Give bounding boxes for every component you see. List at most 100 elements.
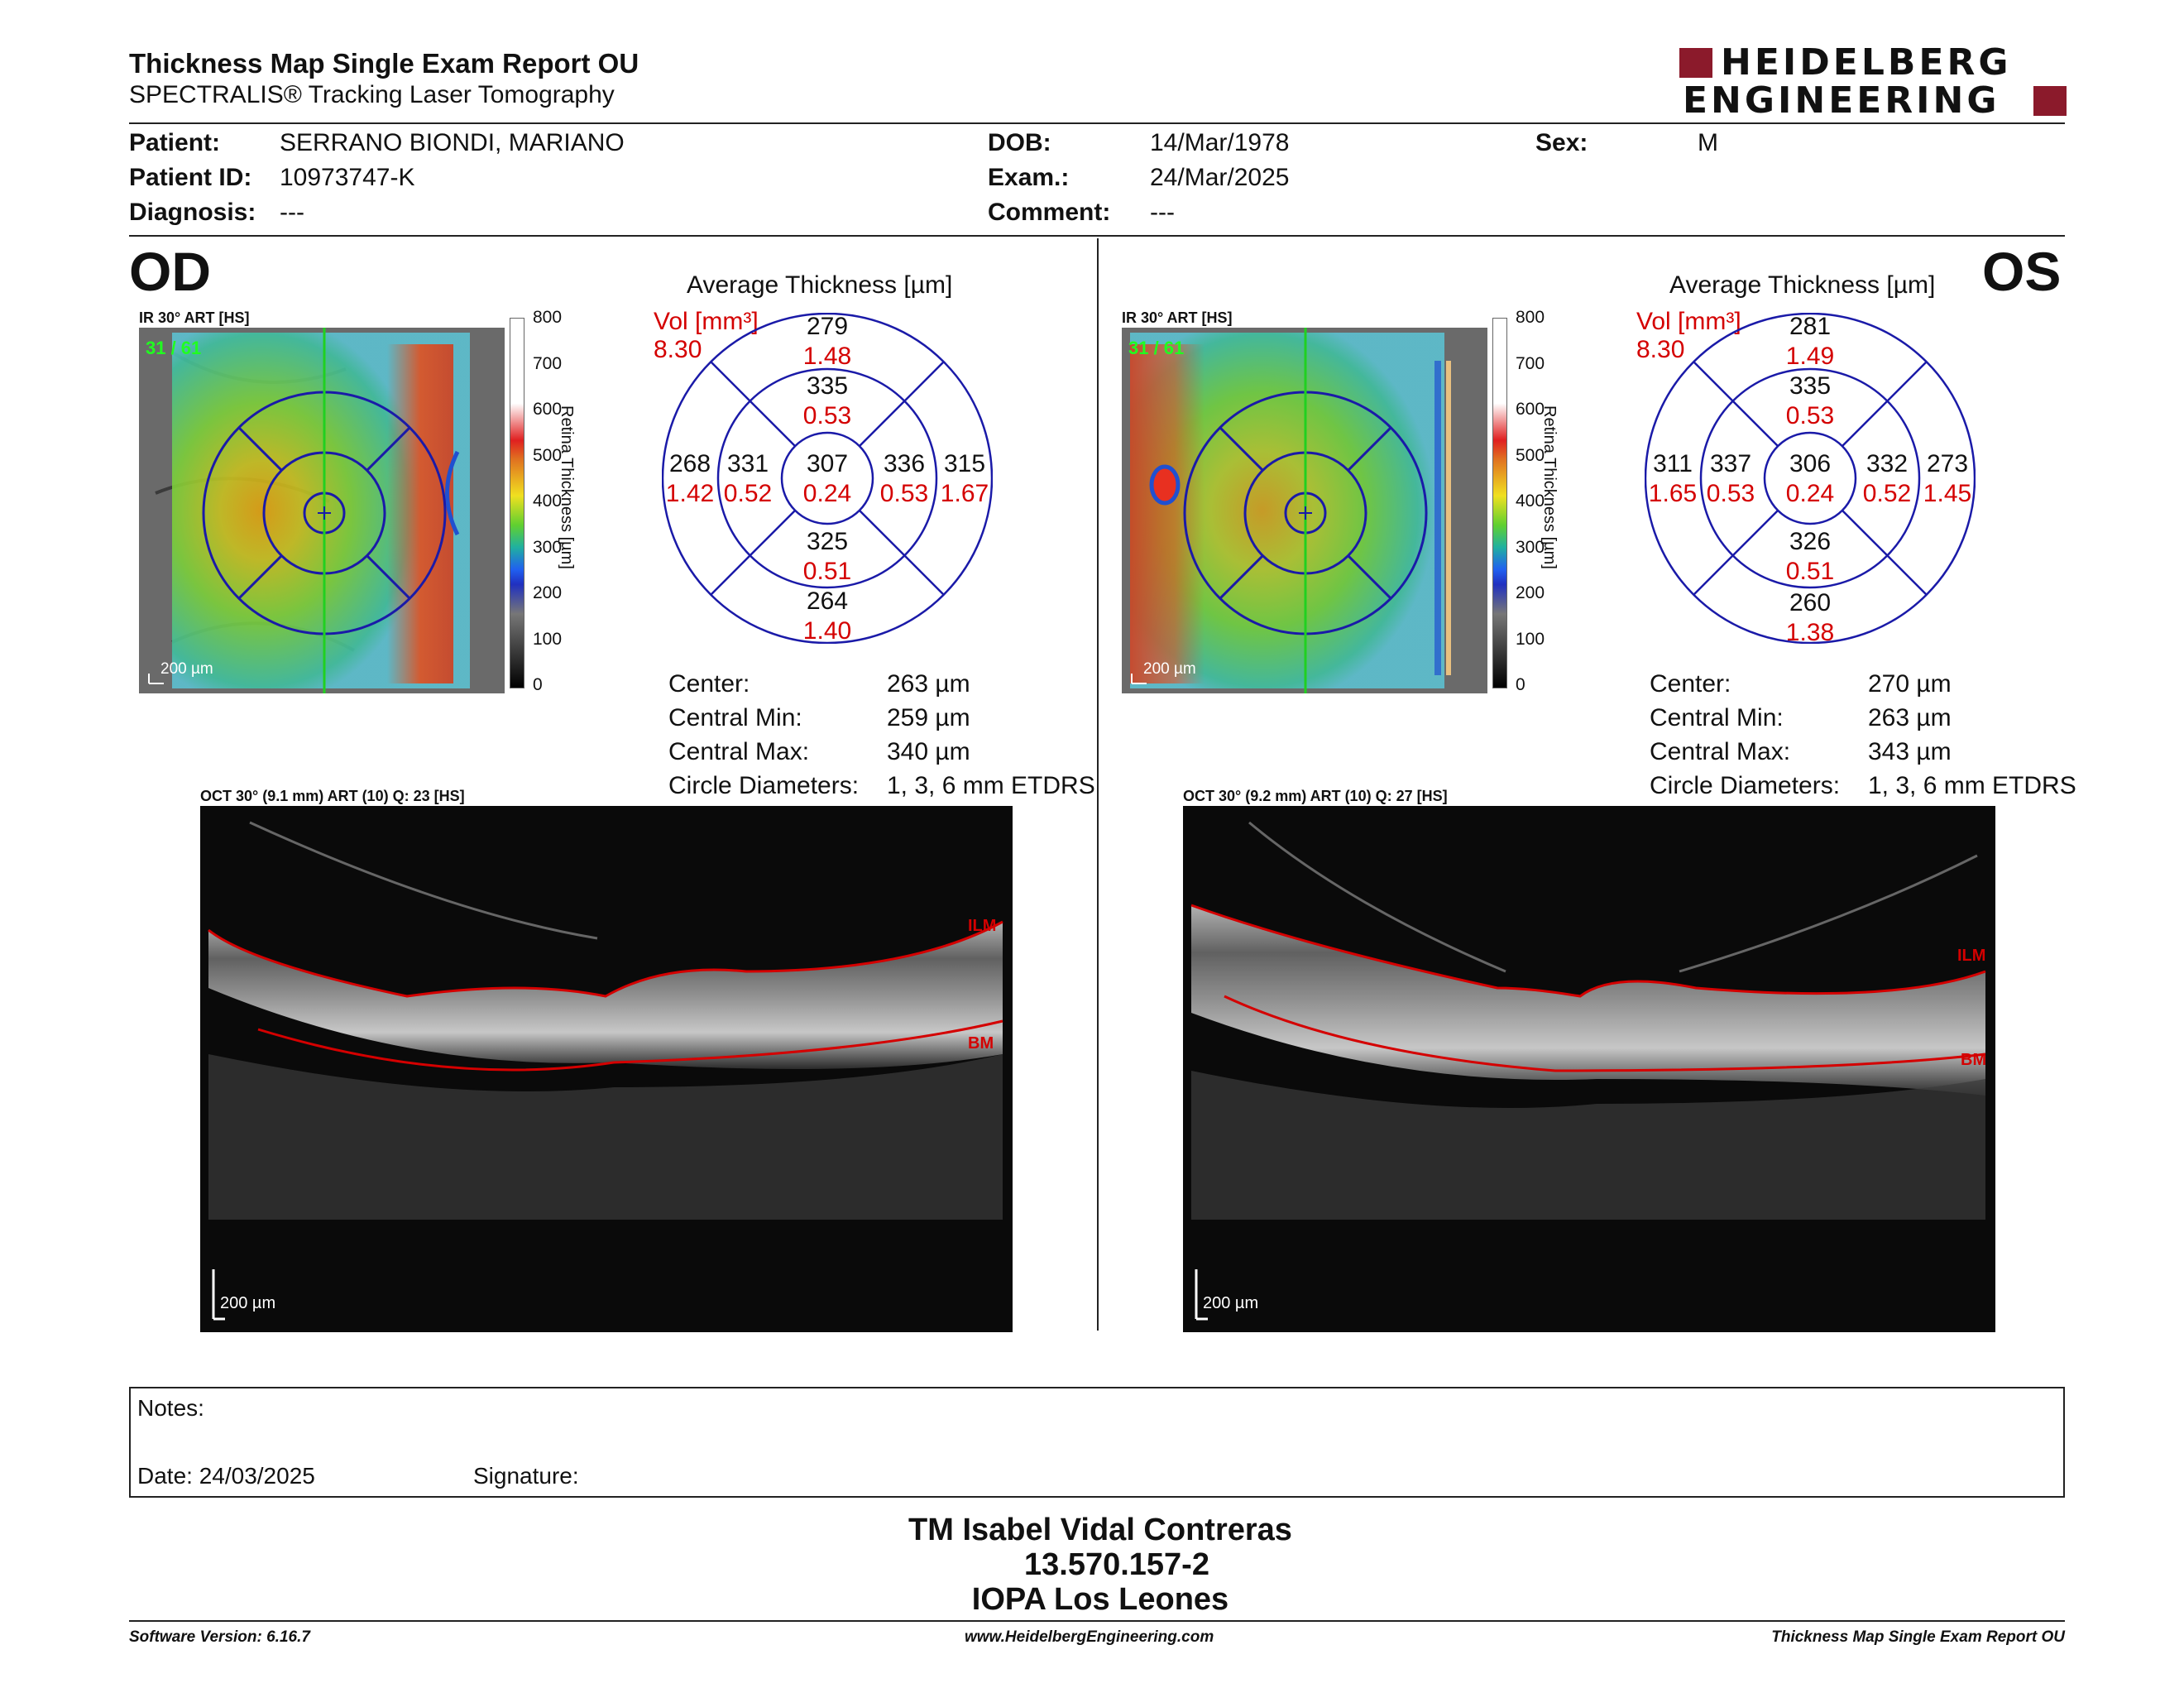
stat-center-value-os: 270 µm <box>1868 670 1952 698</box>
stat-center-value-od: 263 µm <box>887 670 970 698</box>
sector-thickness: 279 <box>806 313 849 340</box>
avg-title-od: Average Thickness [µm] <box>687 271 953 299</box>
diagnosis-label: Diagnosis: <box>129 199 256 226</box>
sector-thickness: 311 <box>1653 450 1693 477</box>
sector-volume: 0.51 <box>802 558 852 585</box>
patient-id: 10973747-K <box>280 164 415 191</box>
stat-diam-value-od: 1, 3, 6 mm ETDRS <box>887 772 1095 799</box>
oct-scale-od: 200 µm <box>220 1294 276 1312</box>
sector-volume: 1.38 <box>1785 619 1835 646</box>
fundus-image-od[interactable]: 31 / 61 200 µm <box>139 328 505 693</box>
colorbar-tick: 200 <box>1516 583 1545 602</box>
stat-diam-label-od: Circle Diameters: <box>668 772 860 799</box>
sector-thickness: 264 <box>806 587 849 615</box>
comment-value: --- <box>1150 199 1175 226</box>
sector-thickness: 307 <box>806 450 849 477</box>
sector-thickness: 315 <box>943 450 986 477</box>
sector-volume: 1.42 <box>665 480 715 507</box>
diagnosis-value: --- <box>280 199 304 226</box>
sector-thickness: 335 <box>806 372 849 400</box>
sex-label: Sex: <box>1535 129 1588 156</box>
signatory-id: 13.570.157-2 <box>1024 1547 1209 1582</box>
oct-scan-od[interactable]: ILM BM 200 µm <box>200 806 1013 1332</box>
eye-divider <box>1097 238 1099 1331</box>
fundus-image-os[interactable]: 31 / 61 200 µm <box>1122 328 1487 693</box>
etdrs-grid-od <box>661 312 994 645</box>
stat-min-value-od: 259 µm <box>887 704 970 731</box>
scale-bar-od: 200 µm <box>160 660 213 678</box>
sector-volume: 0.24 <box>802 480 852 507</box>
exam-value: 24/Mar/2025 <box>1150 164 1290 191</box>
colorbar-tick: 400 <box>533 492 563 511</box>
sector-thickness: 336 <box>883 450 926 477</box>
colorbar-tick: 100 <box>1516 630 1545 649</box>
colorbar-od <box>510 318 524 688</box>
colorbar-tick: 300 <box>533 538 563 557</box>
sector-thickness: 281 <box>1789 313 1832 340</box>
software-version: Software Version: 6.16.7 <box>129 1628 310 1646</box>
sector-thickness: 306 <box>1789 450 1832 477</box>
vol-label-od: Vol [mm³] <box>654 308 759 335</box>
frame-counter-os: 31 / 61 <box>1128 338 1185 358</box>
colorbar-tick: 300 <box>1516 538 1545 557</box>
avg-title-os: Average Thickness [µm] <box>1669 271 1936 299</box>
vol-value-od: 8.30 <box>654 336 702 363</box>
sector-thickness: 337 <box>1709 450 1752 477</box>
stat-max-label-od: Central Max: <box>668 738 810 765</box>
colorbar-tick: 700 <box>1516 354 1545 373</box>
sector-volume: 0.51 <box>1785 558 1835 585</box>
signature-label: Signature: <box>473 1463 579 1489</box>
fundus-svg-os <box>1122 328 1487 693</box>
heidelberg-logo: HEIDELBERG ENGINEERING <box>1679 43 2068 122</box>
footer-website[interactable]: www.HeidelbergEngineering.com <box>965 1628 1214 1646</box>
footer-divider <box>129 1620 2065 1622</box>
sector-volume: 0.52 <box>723 480 773 507</box>
stat-diam-value-os: 1, 3, 6 mm ETDRS <box>1868 772 2076 799</box>
notes-date: Date: 24/03/2025 <box>137 1463 315 1489</box>
sector-volume: 0.53 <box>1785 402 1835 429</box>
bm-label-od: BM <box>968 1034 994 1053</box>
sector-volume: 1.49 <box>1785 343 1835 370</box>
patient-id-label: Patient ID: <box>129 164 252 191</box>
footer-report-name: Thickness Map Single Exam Report OU <box>1771 1628 2065 1646</box>
vol-label-os: Vol [mm³] <box>1636 308 1741 335</box>
sector-volume: 1.48 <box>802 343 852 370</box>
bm-label-os: BM <box>1961 1051 1987 1069</box>
colorbar-tick: 700 <box>533 354 563 373</box>
notes-box[interactable]: Notes: Date: 24/03/2025 Signature: <box>129 1387 2065 1498</box>
signatory-name: TM Isabel Vidal Contreras <box>908 1513 1292 1547</box>
colorbar-tick: 200 <box>533 583 563 602</box>
sector-volume: 0.53 <box>802 402 852 429</box>
ir-label-os: IR 30° ART [HS] <box>1122 309 1233 326</box>
colorbar-tick: 600 <box>1516 400 1545 419</box>
dob-label: DOB: <box>988 129 1051 156</box>
stat-min-label-os: Central Min: <box>1650 704 1784 731</box>
sector-volume: 0.24 <box>1785 480 1835 507</box>
colorbar-tick: 500 <box>1516 446 1545 465</box>
signatory-institution: IOPA Los Leones <box>971 1582 1229 1617</box>
stat-diam-label-os: Circle Diameters: <box>1650 772 1841 799</box>
header-divider <box>129 122 2065 124</box>
stat-center-label-od: Center: <box>668 670 750 698</box>
colorbar-tick: 100 <box>533 630 563 649</box>
oct-scan-os[interactable]: ILM BM 200 µm <box>1183 806 1995 1332</box>
stat-min-label-od: Central Min: <box>668 704 802 731</box>
report-subtitle: SPECTRALIS® Tracking Laser Tomography <box>129 81 615 108</box>
exam-label: Exam.: <box>988 164 1070 191</box>
dob-value: 14/Mar/1978 <box>1150 129 1290 156</box>
colorbar-tick: 0 <box>533 675 543 694</box>
fundus-svg-od <box>139 328 505 693</box>
colorbar-os <box>1492 318 1507 688</box>
sector-volume: 0.53 <box>879 480 929 507</box>
patient-divider <box>129 235 2065 237</box>
sector-volume: 0.52 <box>1862 480 1912 507</box>
stat-max-value-od: 340 µm <box>887 738 970 765</box>
sector-volume: 1.67 <box>940 480 989 507</box>
colorbar-label-os: Retina Thickness [µm] <box>1540 405 1559 569</box>
oct-scale-os: 200 µm <box>1203 1294 1259 1312</box>
sector-thickness: 332 <box>1866 450 1909 477</box>
etdrs-grid-os <box>1644 312 1976 645</box>
stat-center-label-os: Center: <box>1650 670 1731 698</box>
notes-label: Notes: <box>137 1395 204 1421</box>
patient-label: Patient: <box>129 129 221 156</box>
